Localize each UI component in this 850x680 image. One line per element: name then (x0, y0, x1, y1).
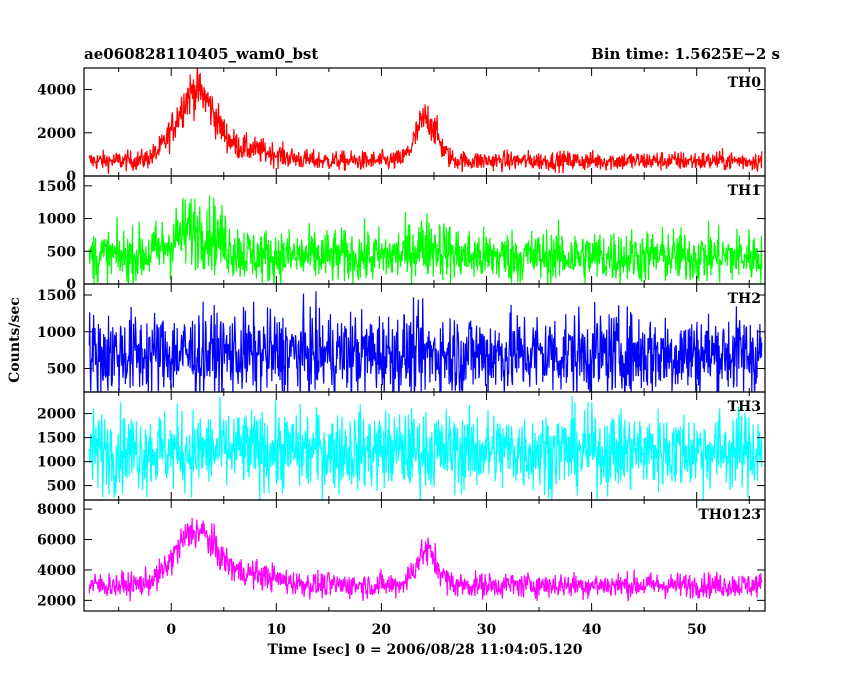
y-tick-label: 1500 (37, 288, 76, 304)
y-axis-label: Counts/sec (7, 297, 23, 383)
channel-label-th3: TH3 (728, 399, 761, 415)
series-th2 (88, 291, 763, 392)
y-tick-label: 2000 (37, 593, 76, 609)
x-tick-label: 0 (166, 622, 176, 638)
y-tick-label: 2000 (37, 126, 76, 142)
panel-th0123: 2000 4000 6000 8000 TH0123 (37, 499, 766, 612)
y-tick-label: 500 (47, 361, 76, 377)
channel-label-th2: TH2 (728, 291, 761, 307)
y-tick-label: 4000 (37, 563, 76, 579)
series-th0123 (88, 517, 763, 602)
y-tick-label: 8000 (37, 502, 76, 518)
x-tick-label: 30 (477, 622, 497, 638)
y-tick-label: 4000 (37, 83, 76, 99)
y-tick-label: 0 (66, 169, 76, 185)
y-tick-label: 500 (47, 479, 76, 495)
y-tick-label: 500 (47, 244, 76, 260)
figure-title: ae060828110405_wam0_bst (84, 45, 318, 63)
y-tick-label: 1500 (37, 431, 76, 447)
x-tick-label: 40 (582, 622, 602, 638)
x-tick-label: 50 (687, 622, 707, 638)
series-th1 (88, 195, 763, 284)
panel-frame (83, 499, 766, 612)
panel-th2: 500 1000 1500 TH2 (37, 283, 766, 393)
y-tick-label: 1000 (37, 325, 76, 341)
y-tick-label: 2000 (37, 407, 76, 423)
x-tick-label: 20 (372, 622, 392, 638)
channel-label-th0123: TH0123 (698, 507, 761, 523)
y-tick-label: 1500 (37, 179, 76, 195)
y-tick-label: 1000 (37, 455, 76, 471)
series-th0 (88, 68, 763, 174)
x-axis-label: Time [sec] 0 = 2006/08/28 11:04:05.120 (268, 642, 583, 658)
channel-label-th1: TH1 (728, 183, 761, 199)
x-tick-label: 10 (267, 622, 287, 638)
panel-th0: 0 2000 4000 TH0 (37, 67, 766, 185)
bin-time-label: Bin time: 1.5625E−2 s (591, 45, 780, 63)
y-tick-label: 6000 (37, 533, 76, 549)
series-th3 (88, 396, 763, 500)
y-tick-label: 1000 (37, 212, 76, 228)
panel-th3: 500 1000 1500 2000 TH3 (37, 391, 766, 501)
panel-th1: 0 500 1000 1500 TH1 (37, 175, 766, 293)
y-tick-label: 0 (66, 277, 76, 293)
channel-label-th0: TH0 (728, 75, 762, 91)
